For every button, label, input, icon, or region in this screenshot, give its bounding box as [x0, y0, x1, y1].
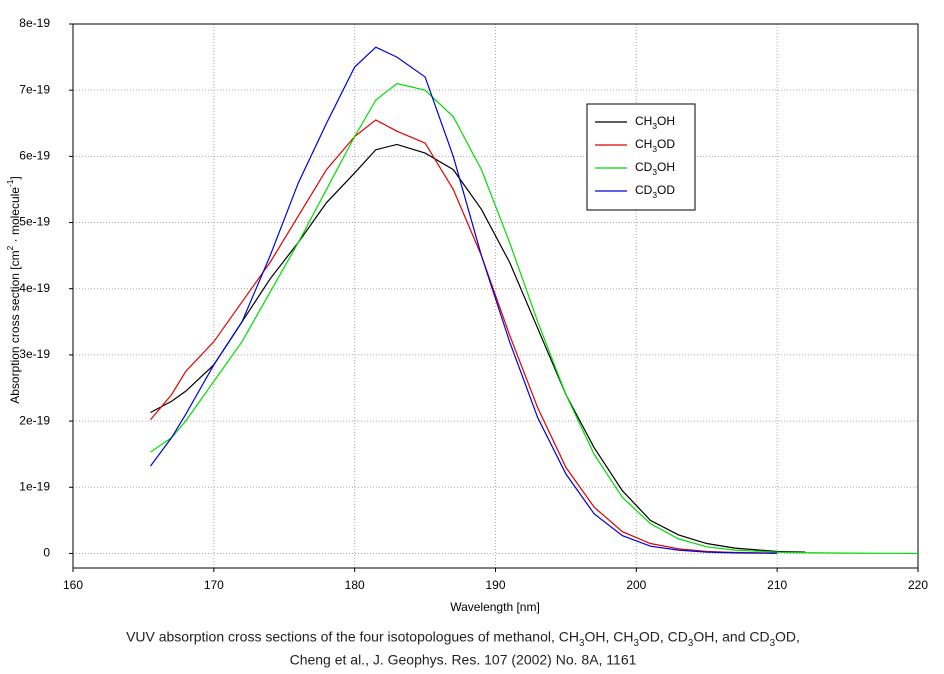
x-tick-label: 210 [767, 578, 787, 592]
series-line [150, 82, 919, 555]
x-tick-label: 200 [626, 578, 646, 592]
series-line [149, 46, 778, 554]
caption: Cheng et al., J. Geophys. Res. 107 (2002… [290, 652, 637, 668]
y-tick-label: 6e-19 [19, 149, 50, 163]
series-line [149, 119, 778, 554]
y-tick-label: 3e-19 [19, 347, 50, 361]
y-tick-label: 7e-19 [19, 82, 50, 96]
plot-frame [72, 23, 919, 569]
legend-label: CD3OD [635, 183, 675, 200]
caption: VUV absorption cross sections of the fou… [126, 629, 800, 649]
x-tick-label: 190 [485, 578, 505, 592]
series-line [150, 143, 806, 553]
y-tick-label: 8e-19 [19, 16, 50, 30]
y-tick-label: 4e-19 [19, 281, 50, 295]
y-tick-label: 2e-19 [19, 413, 50, 427]
x-axis-label: Wavelength [nm] [450, 600, 540, 614]
legend-label: CH3OD [635, 137, 675, 154]
y-tick-label: 5e-19 [19, 215, 50, 229]
x-tick-label: 220 [908, 578, 928, 592]
x-tick-label: 180 [345, 578, 365, 592]
legend-label: CH3OH [635, 114, 675, 131]
y-axis-label: Absorption cross section [cm2 · molecule… [5, 176, 22, 404]
y-tick-label: 1e-19 [19, 479, 50, 493]
x-tick-label: 160 [63, 578, 83, 592]
y-tick-label: 0 [43, 546, 50, 560]
x-tick-label: 170 [204, 578, 224, 592]
legend-label: CD3OH [635, 160, 675, 177]
